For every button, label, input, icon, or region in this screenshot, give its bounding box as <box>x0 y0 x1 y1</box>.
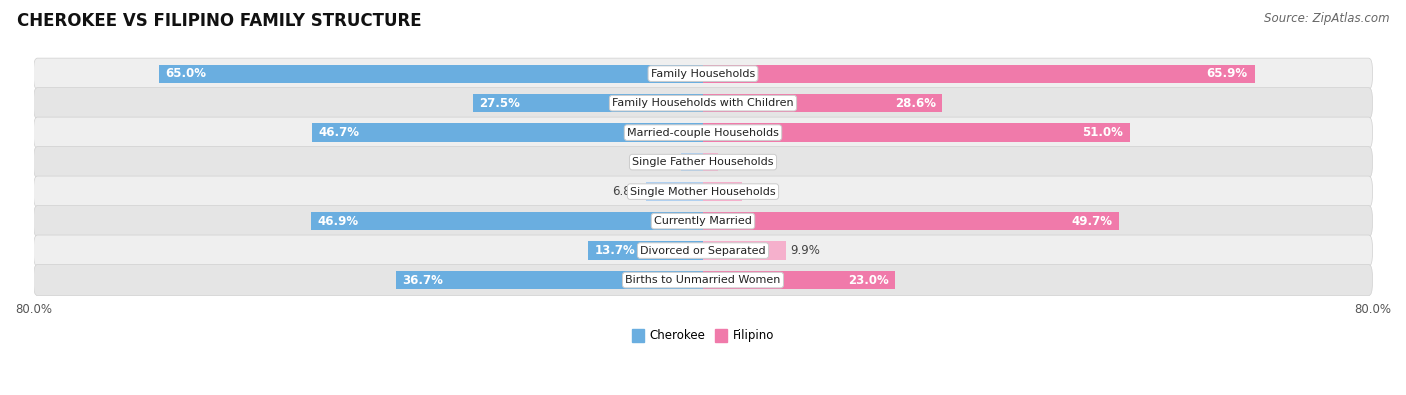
Text: CHEROKEE VS FILIPINO FAMILY STRUCTURE: CHEROKEE VS FILIPINO FAMILY STRUCTURE <box>17 12 422 30</box>
Bar <box>682 153 703 171</box>
Text: Single Mother Households: Single Mother Households <box>630 186 776 197</box>
Text: 28.6%: 28.6% <box>894 97 935 110</box>
Text: 6.8%: 6.8% <box>612 185 643 198</box>
Text: 23.0%: 23.0% <box>848 274 889 287</box>
Bar <box>703 212 1119 230</box>
Text: 2.6%: 2.6% <box>647 156 678 169</box>
Bar <box>396 271 703 289</box>
Text: 1.8%: 1.8% <box>723 156 752 169</box>
Text: 49.7%: 49.7% <box>1071 214 1112 228</box>
Text: Single Father Households: Single Father Households <box>633 157 773 167</box>
Text: 4.7%: 4.7% <box>747 185 776 198</box>
FancyBboxPatch shape <box>34 147 1372 178</box>
Text: Married-couple Households: Married-couple Households <box>627 128 779 137</box>
Bar <box>703 94 942 112</box>
Text: 13.7%: 13.7% <box>595 244 636 257</box>
Text: 36.7%: 36.7% <box>402 274 443 287</box>
Text: Currently Married: Currently Married <box>654 216 752 226</box>
Bar <box>472 94 703 112</box>
Text: 9.9%: 9.9% <box>790 244 820 257</box>
Bar <box>703 271 896 289</box>
FancyBboxPatch shape <box>34 205 1372 237</box>
Bar <box>159 64 703 83</box>
Bar <box>647 182 703 201</box>
Text: 27.5%: 27.5% <box>479 97 520 110</box>
Bar <box>703 153 718 171</box>
Text: Family Households with Children: Family Households with Children <box>612 98 794 108</box>
Legend: Cherokee, Filipino: Cherokee, Filipino <box>627 325 779 347</box>
Bar <box>312 124 703 142</box>
Bar <box>588 241 703 260</box>
FancyBboxPatch shape <box>34 88 1372 118</box>
FancyBboxPatch shape <box>34 235 1372 266</box>
FancyBboxPatch shape <box>34 58 1372 89</box>
Bar <box>703 64 1254 83</box>
Bar <box>703 241 786 260</box>
Text: 51.0%: 51.0% <box>1083 126 1123 139</box>
Text: 46.9%: 46.9% <box>318 214 359 228</box>
Bar <box>311 212 703 230</box>
Text: Divorced or Separated: Divorced or Separated <box>640 246 766 256</box>
Text: Source: ZipAtlas.com: Source: ZipAtlas.com <box>1264 12 1389 25</box>
Text: Family Households: Family Households <box>651 69 755 79</box>
Bar <box>703 124 1130 142</box>
Text: 65.0%: 65.0% <box>166 67 207 80</box>
FancyBboxPatch shape <box>34 265 1372 295</box>
Text: 46.7%: 46.7% <box>319 126 360 139</box>
FancyBboxPatch shape <box>34 176 1372 207</box>
Text: Births to Unmarried Women: Births to Unmarried Women <box>626 275 780 285</box>
Text: 65.9%: 65.9% <box>1206 67 1247 80</box>
FancyBboxPatch shape <box>34 117 1372 148</box>
Bar <box>703 182 742 201</box>
